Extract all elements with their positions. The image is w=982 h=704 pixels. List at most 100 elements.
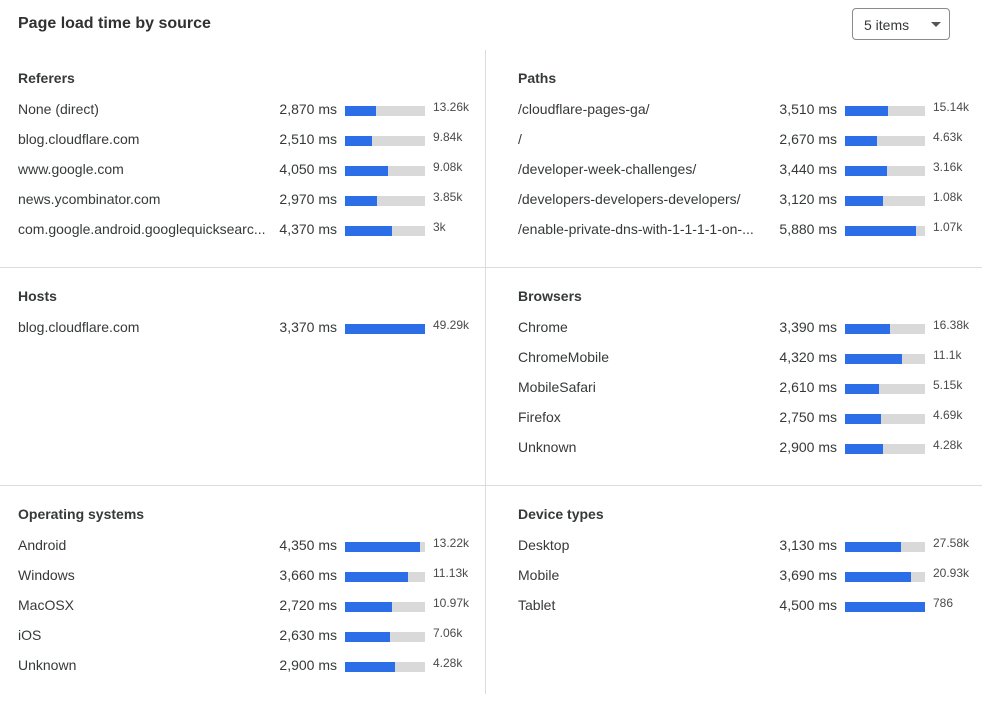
load-time: 4,320 ms: [779, 349, 837, 365]
load-time: 2,900 ms: [279, 657, 337, 673]
load-time: 2,750 ms: [779, 409, 837, 425]
item-label: com.google.android.googlequicksearc...: [18, 221, 266, 237]
share-bar-fill: [845, 602, 925, 612]
load-time: 3,120 ms: [779, 191, 837, 207]
column-divider: [485, 50, 486, 694]
list-item[interactable]: /developer-week-challenges/3,440 ms 3.16k: [500, 155, 982, 185]
share-bar: [345, 632, 425, 642]
share-bar-fill: [845, 572, 912, 582]
share-bar: [345, 166, 425, 176]
request-count: 7.06k: [433, 626, 463, 640]
list-item[interactable]: Windows 3,660 ms 11.13k: [0, 561, 485, 591]
share-bar-fill: [845, 166, 887, 176]
item-label: None (direct): [18, 101, 99, 117]
request-count: 49.29k: [433, 318, 470, 332]
share-bar-fill: [345, 662, 396, 672]
list-item[interactable]: com.google.android.googlequicksearc... 4,…: [0, 215, 485, 245]
panel-title: Browsers: [518, 288, 582, 304]
share-bar: [845, 166, 925, 176]
share-bar: [345, 572, 425, 582]
list-item[interactable]: Desktop 3,130 ms 27.58k: [500, 531, 982, 561]
list-item[interactable]: /developers-developers-developers/3,120 …: [500, 185, 982, 215]
item-label: MacOSX: [18, 597, 75, 613]
load-time: 3,370 ms: [279, 319, 337, 335]
item-label: Mobile: [518, 567, 560, 583]
request-count: 9.84k: [433, 130, 463, 144]
list-item[interactable]: /cloudflare-pages-ga/3,510 ms 15.14k: [500, 95, 982, 125]
load-time: 4,350 ms: [279, 537, 337, 553]
load-time: 2,630 ms: [279, 627, 337, 643]
item-label: Desktop: [518, 537, 570, 553]
list-item[interactable]: / 2,670 ms 4.63k: [500, 125, 982, 155]
list-item[interactable]: iOS 2,630 ms 7.06k: [0, 621, 485, 651]
item-label: Unknown: [518, 439, 577, 455]
list-item[interactable]: news.ycombinator.com 2,970 ms 3.85k: [0, 185, 485, 215]
list-item[interactable]: Tablet 4,500 ms 786: [500, 591, 982, 621]
items-count-dropdown[interactable]: 5 items: [852, 8, 950, 40]
request-count: 10.97k: [433, 596, 470, 610]
load-time: 2,970 ms: [279, 191, 337, 207]
share-bar: [345, 106, 425, 116]
list-item[interactable]: MacOSX 2,720 ms 10.97k: [0, 591, 485, 621]
item-label: ChromeMobile: [518, 349, 610, 365]
panel-title: Device types: [518, 506, 604, 522]
list-item[interactable]: /enable-private-dns-with-1-1-1-1-on-... 5…: [500, 215, 982, 245]
share-bar: [845, 324, 925, 334]
list-item[interactable]: blog.cloudflare.com 2,510 ms 9.84k: [0, 125, 485, 155]
panel-title: Paths: [518, 70, 557, 86]
share-bar-fill: [345, 166, 389, 176]
share-bar: [845, 602, 925, 612]
list-item[interactable]: Mobile 3,690 ms 20.93k: [500, 561, 982, 591]
share-bar: [845, 226, 925, 236]
panel-device-types: Device types Desktop 3,130 ms 27.58k Mobile 3…: [500, 486, 982, 704]
request-count: 27.58k: [933, 536, 970, 550]
share-bar: [845, 354, 925, 364]
request-count: 13.26k: [433, 100, 470, 114]
panel-operating-systems: Operating systems Android 4,350 ms 13.22k Wi…: [0, 486, 485, 704]
item-label: /cloudflare-pages-ga/: [518, 101, 650, 117]
share-bar-fill: [345, 106, 377, 116]
share-bar: [845, 542, 925, 552]
share-bar-fill: [345, 324, 425, 334]
request-count: 3.16k: [933, 160, 963, 174]
request-count: 1.08k: [933, 190, 963, 204]
share-bar: [345, 226, 425, 236]
request-count: 4.28k: [433, 656, 463, 670]
list-item[interactable]: None (direct) 2,870 ms 13.26k: [0, 95, 485, 125]
panel-title: Referers: [18, 70, 75, 86]
load-time: 3,510 ms: [779, 101, 837, 117]
share-bar: [345, 136, 425, 146]
load-time: 4,370 ms: [279, 221, 337, 237]
request-count: 11.13k: [433, 566, 469, 580]
share-bar-fill: [845, 354, 902, 364]
load-time: 5,880 ms: [779, 221, 837, 237]
list-item[interactable]: Android 4,350 ms 13.22k: [0, 531, 485, 561]
share-bar-fill: [345, 542, 421, 552]
list-item[interactable]: MobileSafari 2,610 ms 5.15k: [500, 373, 982, 403]
share-bar-fill: [845, 106, 889, 116]
load-time: 2,670 ms: [779, 131, 837, 147]
load-time: 3,660 ms: [279, 567, 337, 583]
share-bar-fill: [345, 602, 393, 612]
request-count: 786: [933, 596, 954, 610]
list-item[interactable]: www.google.com 4,050 ms 9.08k: [0, 155, 485, 185]
request-count: 4.63k: [933, 130, 963, 144]
share-bar-fill: [345, 226, 393, 236]
list-item[interactable]: Firefox 2,750 ms 4.69k: [500, 403, 982, 433]
share-bar-fill: [345, 196, 377, 206]
list-item[interactable]: blog.cloudflare.com 3,370 ms 49.29k: [0, 313, 485, 343]
panel-title: Operating systems: [18, 506, 145, 522]
share-bar: [845, 572, 925, 582]
list-item[interactable]: ChromeMobile 4,320 ms 11.1k: [500, 343, 982, 373]
list-item[interactable]: Unknown 2,900 ms 4.28k: [500, 433, 982, 463]
load-time: 2,870 ms: [279, 101, 337, 117]
share-bar-fill: [845, 226, 917, 236]
list-item[interactable]: Unknown 2,900 ms 4.28k: [0, 651, 485, 681]
request-count: 9.08k: [433, 160, 463, 174]
share-bar-fill: [845, 196, 884, 206]
item-label: /developers-developers-developers/: [518, 191, 741, 207]
share-bar: [345, 542, 425, 552]
item-label: Tablet: [518, 597, 556, 613]
list-item[interactable]: Chrome 3,390 ms 16.38k: [500, 313, 982, 343]
share-bar-fill: [845, 444, 884, 454]
